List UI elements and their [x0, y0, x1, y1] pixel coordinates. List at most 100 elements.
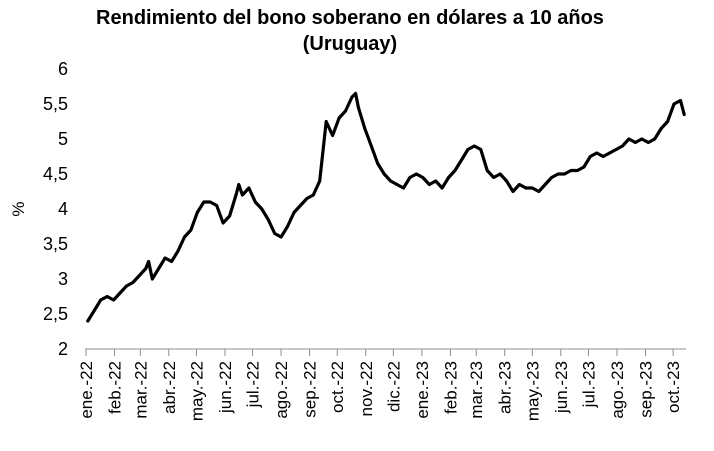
y-tick-label: 3,5 — [43, 234, 68, 254]
data-point — [150, 277, 154, 281]
x-tick-label: mar.-22 — [131, 361, 150, 419]
data-point — [666, 120, 669, 123]
data-point — [601, 155, 605, 158]
data-point — [640, 137, 644, 141]
data-point — [634, 141, 637, 144]
x-tick-label: ago.-22 — [272, 361, 291, 419]
y-axis-label: % — [9, 201, 28, 216]
data-point — [176, 249, 180, 253]
data-point — [247, 186, 251, 190]
data-point — [621, 144, 624, 148]
data-point — [92, 309, 96, 312]
data-point — [614, 148, 618, 151]
data-point — [112, 298, 115, 302]
x-axis: ene.-22 feb.-22 mar.-22 abr.-22 may.-22 jun.-… — [77, 348, 686, 421]
data-point — [485, 169, 489, 172]
data-point — [415, 172, 418, 176]
data-point — [195, 211, 199, 214]
data-point — [376, 162, 380, 165]
data-point — [86, 319, 90, 323]
y-tick-label: 2,5 — [43, 304, 68, 324]
data-point — [421, 176, 425, 179]
x-tick-label: oct.-23 — [664, 361, 683, 413]
data-point — [279, 235, 283, 239]
data-point — [138, 274, 141, 277]
data-point — [228, 214, 232, 218]
y-axis: 2 2,5 3 3,5 4 4,5 5 5,5 6 — [43, 59, 68, 359]
data-point — [524, 186, 528, 190]
data-point — [563, 172, 566, 176]
data-point — [215, 204, 219, 207]
data-point — [466, 148, 470, 151]
series-layer — [86, 91, 686, 323]
data-point — [234, 193, 238, 197]
data-point — [253, 200, 257, 204]
data-point — [286, 225, 289, 228]
data-point — [125, 284, 128, 288]
data-point — [440, 186, 444, 190]
x-tick-label: sep.-23 — [637, 361, 656, 418]
data-point — [99, 298, 103, 302]
x-tick-label: jul.-22 — [244, 361, 263, 408]
data-point — [147, 260, 151, 263]
data-point — [344, 109, 347, 113]
x-tick-label: sep.-22 — [301, 361, 320, 418]
x-tick-label: ago.-23 — [608, 361, 627, 419]
data-point — [537, 190, 541, 193]
data-point — [608, 151, 611, 155]
data-point — [389, 179, 392, 183]
data-point — [530, 186, 534, 190]
data-point — [569, 169, 573, 172]
data-point — [595, 151, 599, 155]
x-tick-label: may.-23 — [523, 361, 542, 421]
data-point — [144, 267, 148, 270]
x-tick-label: jun.-23 — [552, 361, 571, 414]
x-tick-label: may.-22 — [187, 361, 206, 421]
data-point — [408, 176, 412, 179]
y-tick-label: 6 — [58, 59, 68, 79]
x-tick-label: feb.-22 — [106, 361, 125, 414]
y-tick-label: 5 — [58, 129, 68, 149]
data-point — [337, 116, 341, 120]
data-point — [382, 172, 386, 176]
data-point — [202, 200, 206, 204]
x-tick-label: nov.-22 — [357, 361, 376, 416]
data-point — [105, 295, 109, 298]
data-point — [157, 267, 161, 270]
data-point — [447, 176, 450, 179]
y-tick-label: 4 — [58, 199, 68, 219]
chart-title: Rendimiento del bono soberano en dólares… — [96, 7, 604, 55]
y-tick-label: 5,5 — [43, 94, 68, 114]
data-point — [682, 113, 686, 116]
y-tick-label: 3 — [58, 269, 68, 289]
x-tick-label: feb.-23 — [441, 361, 460, 414]
data-point — [131, 281, 135, 284]
data-point — [472, 144, 476, 148]
data-point — [305, 197, 309, 200]
data-point — [402, 186, 405, 190]
data-point — [576, 169, 579, 172]
data-point — [679, 99, 682, 102]
data-point — [189, 228, 193, 232]
data-point — [357, 106, 360, 109]
data-point — [505, 179, 508, 183]
data-point — [550, 176, 553, 179]
data-point — [453, 169, 457, 172]
x-tick-label: ene.-23 — [413, 361, 432, 419]
data-point — [460, 158, 463, 162]
data-point — [672, 102, 676, 106]
data-point — [369, 144, 373, 148]
x-tick-label: abr.-22 — [160, 361, 179, 414]
data-point — [363, 127, 367, 130]
data-point — [221, 221, 225, 225]
x-tick-label: oct.-22 — [328, 361, 347, 413]
data-point — [498, 172, 502, 176]
data-point — [627, 137, 631, 141]
x-tick-label: ene.-22 — [77, 361, 96, 419]
data-point — [273, 232, 277, 235]
data-point — [659, 127, 663, 130]
data-point — [511, 190, 515, 193]
data-point — [588, 155, 592, 158]
data-point — [646, 141, 650, 144]
